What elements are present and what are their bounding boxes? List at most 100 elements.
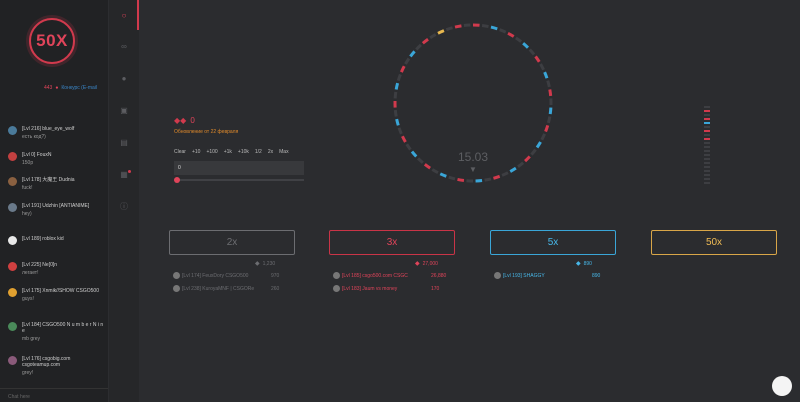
contest-link[interactable]: Конкурс (E-mail bbox=[61, 85, 98, 91]
bet-button-0[interactable]: Clear bbox=[174, 149, 186, 155]
bet-button-4[interactable]: +10k bbox=[237, 149, 249, 155]
balance-value: 0 bbox=[190, 116, 195, 125]
bettor-name[interactable]: [Lvl 193] SHAGGY bbox=[503, 273, 545, 279]
gift-icon[interactable]: ▣ bbox=[120, 105, 128, 115]
history-item bbox=[704, 170, 710, 172]
bet-slider-track[interactable] bbox=[176, 179, 304, 181]
wheel-segment bbox=[394, 82, 400, 90]
chat-text: hey) bbox=[22, 211, 32, 217]
bet-50x-button[interactable]: 50x bbox=[651, 230, 777, 255]
chat-username[interactable]: [Lvl 0] FouxN bbox=[22, 152, 52, 158]
bet-button-1[interactable]: +10 bbox=[191, 149, 201, 155]
history-item bbox=[704, 130, 710, 132]
avatar[interactable] bbox=[173, 272, 180, 279]
wallet-icon[interactable]: ▦ bbox=[120, 169, 128, 179]
avatar[interactable] bbox=[8, 177, 17, 186]
chat-username[interactable]: [Lvl 176] csgobig.com csgoteamup.com bbox=[22, 356, 71, 368]
bet-button-3[interactable]: +1k bbox=[223, 149, 232, 155]
online-counter: 443 ● Конкурс (E-mail bbox=[44, 85, 97, 91]
chat-input[interactable]: Chat here bbox=[8, 394, 30, 400]
avatar[interactable] bbox=[494, 272, 501, 279]
nav-rail: ○ ∞ ● ▣ ▤ ▦ ⓘ bbox=[108, 0, 139, 402]
history-item bbox=[704, 150, 710, 152]
wheel-segment bbox=[404, 57, 411, 65]
roulette-icon[interactable]: ○ bbox=[121, 10, 127, 20]
info-icon[interactable]: ⓘ bbox=[120, 201, 128, 211]
bet-amount: 260 bbox=[271, 286, 280, 292]
bettor-name[interactable]: [Lvl 174] FeuxDory CSGO500 bbox=[182, 273, 249, 279]
roulette-wheel bbox=[393, 23, 553, 183]
wheel-segment bbox=[515, 36, 523, 43]
user-icon[interactable]: ● bbox=[121, 73, 127, 83]
chat-username[interactable]: [Lvl 178] 大魔王 Dudnia bbox=[22, 177, 75, 183]
shop-icon[interactable]: ▤ bbox=[120, 137, 128, 147]
avatar[interactable] bbox=[8, 236, 17, 245]
bet-slider-handle[interactable] bbox=[174, 177, 180, 183]
chat-text: grey! bbox=[22, 370, 34, 376]
bet-button-7[interactable]: Max bbox=[279, 149, 289, 155]
column-total: ◆ 1,230 bbox=[255, 260, 275, 268]
chat-username[interactable]: [Lvl 189] roblox kid bbox=[22, 236, 64, 242]
history-item bbox=[704, 134, 710, 136]
avatar[interactable] bbox=[8, 288, 17, 297]
gem-icon: ◆ bbox=[255, 261, 260, 267]
bet-button-2[interactable]: +100 bbox=[206, 149, 218, 155]
wheel-segment bbox=[416, 157, 424, 164]
chat-username[interactable]: [Lvl 216] blue_eye_wolf bbox=[22, 126, 75, 132]
logo-text: 50X bbox=[36, 31, 68, 50]
wheel-segment bbox=[409, 50, 416, 58]
logo[interactable]: 50X bbox=[29, 18, 75, 64]
bet-button-5[interactable]: 1/2 bbox=[254, 149, 262, 155]
wheel-segment bbox=[546, 116, 552, 124]
avatar[interactable] bbox=[173, 285, 180, 292]
avatar[interactable] bbox=[8, 126, 17, 135]
avatar[interactable] bbox=[8, 152, 17, 161]
coins-icon[interactable]: ∞ bbox=[121, 41, 127, 51]
wheel-segment bbox=[530, 148, 537, 156]
chat-message: [Lvl 184] CSGO500 N u m b e r N i n e mb … bbox=[8, 322, 106, 342]
avatar[interactable] bbox=[8, 203, 17, 212]
bet-button-6[interactable]: 2x bbox=[267, 149, 274, 155]
wheel-segment bbox=[535, 141, 542, 149]
wheel-pointer-icon: ▼ bbox=[469, 165, 477, 174]
chat-message: [Lvl 189] roblox kid bbox=[8, 236, 106, 245]
avatar[interactable] bbox=[333, 285, 340, 292]
column-total: ◆ 27,000 bbox=[415, 260, 438, 268]
gem-icon: ◆ bbox=[576, 261, 581, 267]
history-item bbox=[704, 106, 710, 108]
wheel-segment bbox=[499, 28, 507, 34]
wheel-segment bbox=[546, 80, 551, 88]
chat-message: [Lvl 176] csgobig.com csgoteamup.com grey… bbox=[8, 356, 106, 376]
update-note: Обновление от 22 февраля bbox=[174, 129, 239, 135]
bet-2x-button[interactable]: 2x bbox=[169, 230, 295, 255]
wheel-segment bbox=[543, 71, 549, 79]
wheel-segment bbox=[540, 133, 546, 141]
chat-sidebar: 50X 443 ● Конкурс (E-mail [Lvl 216] blue… bbox=[0, 0, 108, 402]
user-icon: ● bbox=[55, 85, 59, 91]
wheel-segment bbox=[544, 124, 550, 133]
wheel-segment bbox=[445, 26, 453, 32]
avatar[interactable] bbox=[8, 322, 17, 331]
chat-support-button[interactable] bbox=[772, 376, 792, 396]
chat-username[interactable]: [Lvl 184] CSGO500 N u m b e r N i n e bbox=[22, 322, 104, 334]
chat-username[interactable]: [Lvl 175] Xnmik//SHOW CSGO500 bbox=[22, 288, 99, 294]
bettor-name[interactable]: [Lvl 183] Jaum vs money bbox=[342, 286, 398, 292]
avatar[interactable] bbox=[333, 272, 340, 279]
chat-text: 150р bbox=[22, 160, 34, 166]
history-item bbox=[704, 174, 710, 176]
avatar[interactable] bbox=[8, 356, 17, 365]
wheel-segment bbox=[415, 43, 422, 51]
chat-message: [Lvl 0] FouxN 150р bbox=[8, 152, 106, 166]
history-item bbox=[704, 182, 710, 184]
bettor-name[interactable]: [Lvl 238] KuroyaMNF | CSGORe bbox=[182, 286, 255, 292]
avatar[interactable] bbox=[8, 262, 17, 271]
chat-username[interactable]: [Lvl 191] Udzhin [ANTIANIME] bbox=[22, 203, 90, 209]
chat-username[interactable]: [Lvl 225] Ne[0]n bbox=[22, 262, 58, 268]
bet-amount-input[interactable]: 0 bbox=[174, 161, 304, 175]
bet-3x-button[interactable]: 3x bbox=[329, 230, 455, 255]
bet-5x-button[interactable]: 5x bbox=[490, 230, 616, 255]
column-total-value: 890 bbox=[583, 260, 592, 267]
bettor-name[interactable]: [Lvl 185] csgo500.com CSGC bbox=[342, 273, 408, 279]
bet-amount: 890 bbox=[592, 273, 601, 279]
balance: ◆◆ 0 bbox=[174, 116, 304, 125]
